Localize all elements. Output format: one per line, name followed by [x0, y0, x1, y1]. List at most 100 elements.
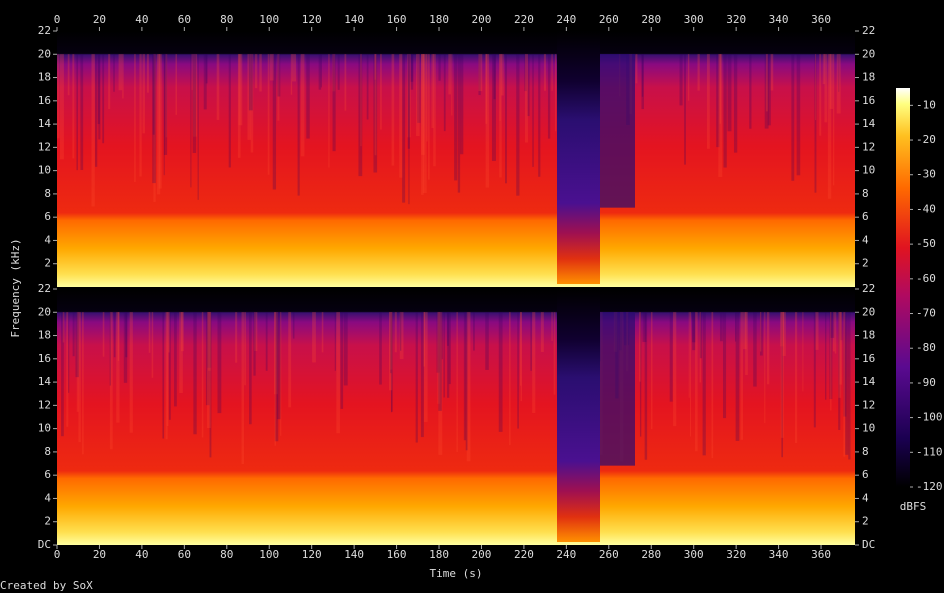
y-tick-label: 8: [862, 187, 869, 200]
texture: [436, 312, 440, 373]
y-tick-label: 2: [862, 515, 869, 528]
texture: [288, 312, 292, 408]
y-tick-label: 14: [38, 117, 52, 130]
texture: [179, 312, 183, 394]
y-tick-label: 14: [38, 375, 52, 388]
texture: [781, 312, 783, 458]
texture: [334, 312, 336, 371]
texture: [399, 312, 404, 360]
y-tick-label: 4: [44, 233, 51, 246]
texture: [813, 312, 816, 428]
x-tick-label: 300: [684, 13, 704, 26]
texture: [815, 54, 817, 121]
texture: [466, 312, 471, 462]
texture: [759, 312, 762, 352]
y-tick-label: DC: [862, 538, 875, 551]
x-tick-label: 160: [387, 548, 407, 561]
texture: [832, 312, 835, 352]
texture: [102, 54, 105, 144]
texture: [244, 312, 246, 386]
texture: [374, 54, 377, 80]
texture: [532, 54, 534, 167]
texture: [269, 54, 274, 81]
texture: [95, 54, 98, 167]
texture: [520, 312, 523, 402]
texture: [702, 312, 706, 456]
texture: [407, 54, 410, 149]
texture: [109, 312, 113, 450]
texture: [162, 312, 164, 439]
texture: [400, 312, 402, 351]
texture: [706, 54, 710, 149]
x-tick-label: 320: [726, 548, 746, 561]
texture: [551, 312, 553, 342]
texture: [780, 312, 784, 438]
x-tick-label: 360: [811, 13, 831, 26]
colorbar-tick-label: -100: [916, 411, 943, 424]
x-tick-label: 60: [178, 13, 191, 26]
texture: [639, 312, 642, 437]
texture: [687, 54, 690, 101]
texture: [689, 312, 692, 437]
x-tick-label: 100: [259, 13, 279, 26]
texture: [782, 312, 786, 356]
texture: [407, 54, 411, 138]
texture: [827, 54, 832, 199]
x-tick-label: 360: [811, 548, 831, 561]
texture: [142, 54, 145, 134]
texture: [733, 54, 738, 153]
texture: [273, 312, 278, 395]
x-tick-label: 300: [684, 548, 704, 561]
texture: [538, 54, 541, 177]
texture: [165, 312, 168, 440]
x-tick-label: 0: [54, 548, 61, 561]
texture: [76, 312, 79, 412]
y-tick-label: 16: [38, 352, 51, 365]
texture: [719, 312, 723, 342]
texture: [113, 54, 115, 92]
texture: [745, 312, 748, 376]
texture: [358, 54, 363, 177]
texture: [152, 54, 156, 184]
texture: [845, 312, 849, 455]
colorbar-tick-label: -20: [916, 133, 936, 146]
colorbar: [896, 88, 910, 487]
texture: [389, 312, 393, 370]
y-tick-label: 8: [44, 445, 51, 458]
y-tick-label: 20: [38, 305, 51, 318]
texture: [638, 312, 641, 382]
x-tick-label: 260: [599, 548, 619, 561]
x-tick-label: 0: [54, 13, 61, 26]
texture: [516, 54, 520, 196]
texture: [524, 54, 528, 143]
texture: [328, 54, 330, 168]
texture: [174, 312, 177, 407]
texture: [249, 312, 252, 425]
texture: [485, 54, 490, 188]
y-tick-label: 18: [862, 71, 875, 84]
texture: [443, 312, 445, 398]
texture: [191, 54, 193, 91]
texture: [163, 54, 168, 155]
texture: [134, 54, 136, 183]
texture: [838, 312, 841, 430]
texture: [380, 54, 382, 130]
texture: [695, 312, 698, 452]
texture: [765, 54, 768, 112]
texture: [265, 312, 268, 371]
texture: [438, 312, 443, 455]
y-tick-label: 4: [44, 491, 51, 504]
texture: [420, 312, 424, 438]
texture: [554, 54, 557, 132]
texture: [493, 54, 496, 100]
texture: [152, 54, 155, 135]
texture: [642, 312, 647, 342]
texture: [216, 54, 220, 120]
texture: [509, 312, 511, 446]
texture: [770, 54, 774, 91]
texture: [410, 54, 414, 90]
texture: [499, 54, 502, 178]
texture: [129, 312, 133, 433]
y-tick-label: 2: [44, 515, 51, 528]
texture: [417, 54, 421, 123]
